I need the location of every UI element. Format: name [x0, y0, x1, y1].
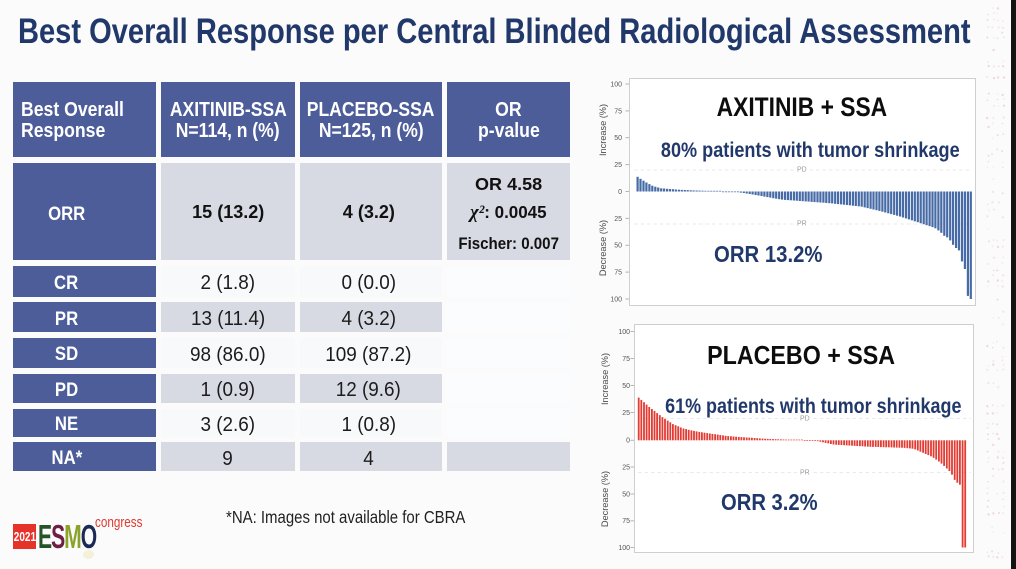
svg-text:100: 100 [618, 545, 630, 552]
svg-text:0: 0 [618, 189, 622, 196]
svg-text:50: 50 [622, 491, 630, 498]
svg-text:PD: PD [800, 416, 810, 423]
svg-text:0: 0 [626, 438, 630, 445]
svg-text:100: 100 [618, 329, 630, 336]
svg-text:25: 25 [614, 216, 622, 223]
svg-text:PD: PD [797, 167, 807, 174]
svg-text:50: 50 [614, 243, 622, 250]
svg-text:50: 50 [614, 135, 622, 142]
svg-text:50: 50 [622, 383, 630, 390]
svg-text:25: 25 [614, 162, 622, 169]
svg-text:75: 75 [622, 356, 630, 363]
svg-text:75: 75 [614, 270, 622, 277]
svg-text:100: 100 [610, 82, 622, 89]
svg-text:25: 25 [622, 410, 630, 417]
svg-text:75: 75 [622, 518, 630, 525]
svg-text:25: 25 [622, 464, 630, 471]
svg-text:PR: PR [800, 470, 810, 477]
svg-text:PR: PR [797, 221, 807, 228]
svg-text:75: 75 [614, 108, 622, 115]
svg-text:100: 100 [610, 296, 622, 303]
